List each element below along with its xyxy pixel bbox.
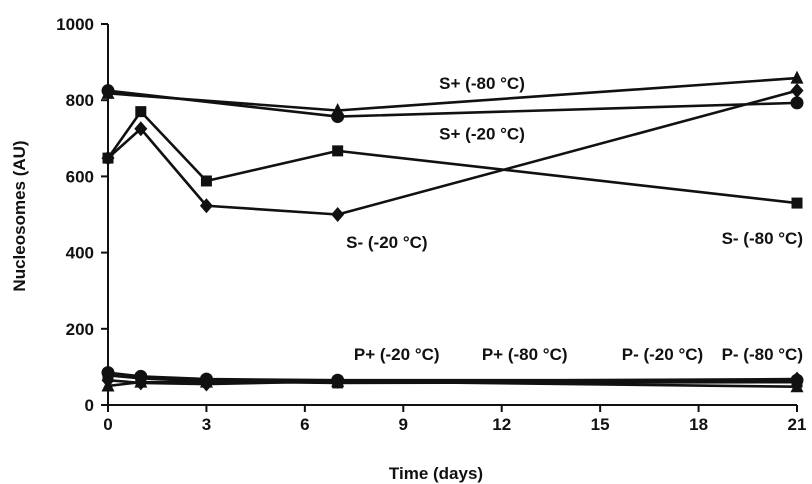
y-tick-label: 400	[66, 244, 94, 263]
x-tick-label: 21	[788, 415, 807, 434]
y-tick-label: 600	[66, 167, 94, 186]
series-annotation: P- (-20 °C)	[622, 345, 703, 364]
series-group	[101, 373, 804, 393]
data-point	[199, 198, 213, 214]
series-group	[101, 83, 804, 222]
series-annotation: P- (-80 °C)	[722, 345, 803, 364]
series-annotation: S+ (-80 °C)	[439, 74, 525, 93]
x-axis-title: Time (days)	[389, 464, 483, 483]
x-tick-label: 6	[300, 415, 309, 434]
data-point	[101, 378, 115, 392]
data-point	[790, 70, 804, 84]
x-tick-label: 18	[689, 415, 708, 434]
data-point	[101, 150, 115, 166]
y-axis-title: Nucleosomes (AU)	[10, 140, 29, 291]
x-tick-label: 12	[492, 415, 511, 434]
series-annotation: P+ (-20 °C)	[354, 345, 440, 364]
series-line	[107, 89, 798, 216]
series-annotation: S- (-80 °C)	[722, 229, 803, 248]
data-point	[101, 84, 115, 98]
data-point	[200, 175, 212, 187]
axes: 0 200 400 600 800 1000 0 3 6 9 12 15 18 21	[56, 15, 806, 434]
data-point	[790, 96, 804, 110]
series-group	[101, 84, 804, 124]
data-point	[790, 371, 804, 387]
data-point	[331, 207, 345, 222]
y-tick-label: 0	[85, 396, 94, 415]
series-group	[102, 106, 803, 209]
y-tick-label: 1000	[56, 15, 94, 34]
x-tick-label: 15	[591, 415, 610, 434]
data-point	[791, 197, 803, 209]
data-point	[790, 379, 804, 393]
data-point	[135, 106, 147, 118]
data-point	[331, 373, 345, 387]
data-point	[332, 145, 344, 157]
series-layer	[101, 70, 804, 393]
series-annotation: S+ (-20 °C)	[439, 125, 525, 144]
data-point	[790, 83, 804, 99]
series-annotation: S- (-20 °C)	[346, 233, 427, 252]
data-point	[134, 374, 148, 388]
x-tick-label: 9	[399, 415, 408, 434]
x-tick-label: 0	[103, 415, 112, 434]
data-point	[331, 110, 345, 124]
data-point	[199, 374, 213, 388]
y-tick-label: 200	[66, 320, 94, 339]
series-annotation: P+ (-80 °C)	[482, 345, 568, 364]
label-layer: S+ (-80 °C) S+ (-20 °C) S- (-20 °C) S- (-80…	[346, 74, 803, 364]
y-tick-label: 800	[66, 91, 94, 110]
data-point	[134, 121, 148, 137]
x-tick-label: 3	[202, 415, 211, 434]
